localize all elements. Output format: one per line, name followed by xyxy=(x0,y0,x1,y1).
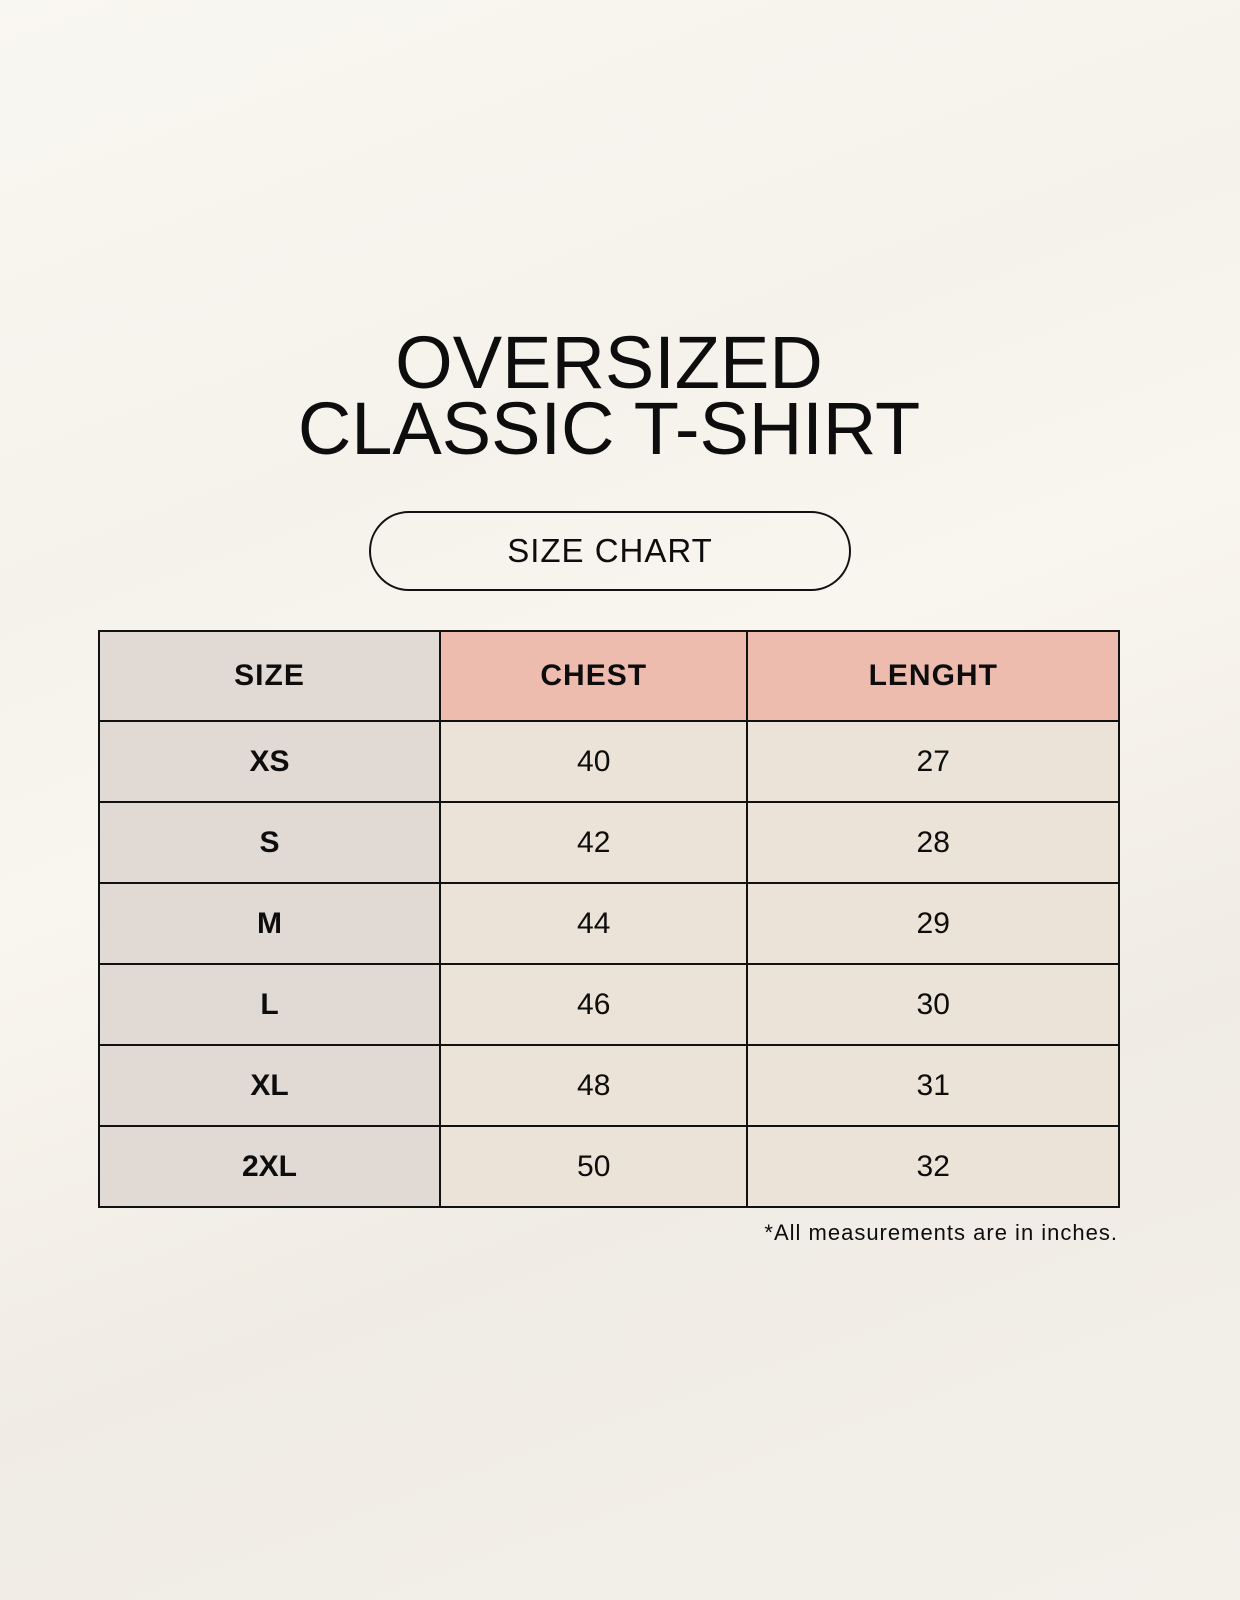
table-row: XL 48 31 xyxy=(98,1044,1120,1127)
size-cell: XS xyxy=(98,720,441,803)
chest-cell: 40 xyxy=(438,720,749,803)
length-cell: 32 xyxy=(746,1125,1120,1208)
title-line-1: OVERSIZED xyxy=(395,321,823,404)
measurement-note: *All measurements are in inches. xyxy=(764,1220,1118,1245)
table-row: S 42 28 xyxy=(98,801,1120,884)
size-table: SIZE CHEST LENGHT XS 40 27 S 42 28 M 44 29 L 46 30 X… xyxy=(98,630,1120,1208)
table-row: XS 40 27 xyxy=(98,720,1120,803)
table-row: 2XL 50 32 xyxy=(98,1125,1120,1208)
chest-cell: 44 xyxy=(438,882,749,965)
chest-cell: 46 xyxy=(438,963,749,1046)
table-header-row: SIZE CHEST LENGHT xyxy=(98,630,1120,722)
header-length: LENGHT xyxy=(746,630,1120,722)
title-line-2: CLASSIC T-SHIRT xyxy=(297,387,921,470)
header-chest: CHEST xyxy=(438,630,749,722)
size-cell: 2XL xyxy=(98,1125,441,1208)
length-cell: 28 xyxy=(746,801,1120,884)
size-chart-badge: SIZE CHART xyxy=(369,511,851,591)
page-title: OVERSIZED CLASSIC T-SHIRT xyxy=(0,321,1218,470)
chest-cell: 50 xyxy=(438,1125,749,1208)
size-cell: XL xyxy=(98,1044,441,1127)
length-cell: 29 xyxy=(746,882,1120,965)
chest-cell: 42 xyxy=(438,801,749,884)
size-cell: S xyxy=(98,801,441,884)
chest-cell: 48 xyxy=(438,1044,749,1127)
length-cell: 27 xyxy=(746,720,1120,803)
size-cell: L xyxy=(98,963,441,1046)
length-cell: 31 xyxy=(746,1044,1120,1127)
length-cell: 30 xyxy=(746,963,1120,1046)
table-row: L 46 30 xyxy=(98,963,1120,1046)
table-row: M 44 29 xyxy=(98,882,1120,965)
header-size: SIZE xyxy=(98,630,441,722)
size-cell: M xyxy=(98,882,441,965)
